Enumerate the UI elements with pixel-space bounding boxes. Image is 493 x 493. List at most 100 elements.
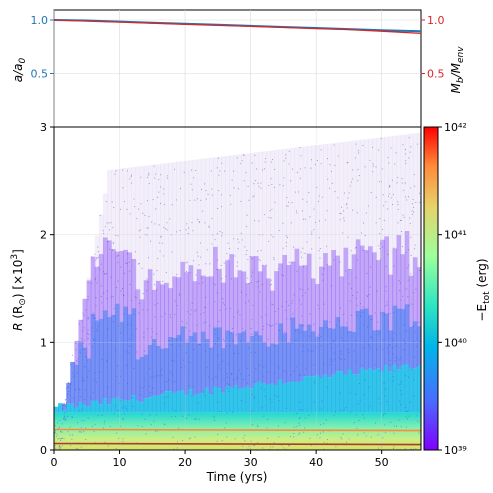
speck xyxy=(87,370,89,372)
speck xyxy=(222,360,224,362)
speck xyxy=(342,433,344,435)
speck xyxy=(113,413,115,415)
speck xyxy=(404,342,406,344)
speck xyxy=(69,426,71,428)
speck xyxy=(320,149,322,151)
speck xyxy=(197,255,199,257)
mid-layer-column xyxy=(180,390,186,413)
speck xyxy=(262,264,264,266)
blue-layer-column xyxy=(294,328,300,382)
speck xyxy=(122,288,124,290)
purple-layer-column xyxy=(82,298,88,348)
mid-layer-column xyxy=(164,391,169,413)
speck xyxy=(243,379,245,381)
speck xyxy=(220,264,222,266)
top-panel: 1.00.5 1.00.5 a/a0 Mb/Menv xyxy=(11,9,466,128)
speck xyxy=(186,223,188,225)
speck xyxy=(147,328,149,330)
speck xyxy=(80,431,82,433)
speck xyxy=(404,448,406,450)
speck xyxy=(383,205,385,207)
speck xyxy=(149,392,151,394)
speck xyxy=(218,367,220,369)
speck xyxy=(271,183,273,185)
speck xyxy=(370,266,372,268)
speck xyxy=(204,222,206,224)
speck xyxy=(140,394,142,396)
mid-layer-column xyxy=(78,401,84,413)
purple-layer-column xyxy=(90,256,96,314)
mid-layer-column xyxy=(168,391,173,413)
speck xyxy=(308,191,310,193)
speck xyxy=(406,410,408,412)
speck xyxy=(363,394,365,396)
speck xyxy=(417,420,419,422)
speck xyxy=(294,191,296,193)
speck xyxy=(339,219,341,221)
speck xyxy=(285,448,287,450)
speck xyxy=(196,198,198,200)
speck xyxy=(60,431,62,433)
purple-layer-column xyxy=(310,278,316,332)
mid-layer-column xyxy=(139,402,145,413)
speck xyxy=(154,304,156,306)
purple-layer-column xyxy=(376,260,381,330)
speck xyxy=(398,280,400,282)
speck xyxy=(171,359,173,361)
speck xyxy=(219,170,221,172)
speck xyxy=(141,426,143,428)
speck xyxy=(98,266,100,268)
speck xyxy=(260,316,262,318)
speck xyxy=(145,433,147,435)
speck xyxy=(178,427,180,429)
speck xyxy=(106,290,108,292)
speck xyxy=(405,330,407,332)
speck xyxy=(218,190,220,192)
speck xyxy=(156,375,158,377)
speck xyxy=(263,168,265,170)
speck xyxy=(343,313,345,315)
speck xyxy=(244,330,246,332)
speck xyxy=(161,316,163,318)
speck xyxy=(174,313,176,315)
mid-layer-column xyxy=(188,389,194,413)
speck xyxy=(191,222,193,224)
speck xyxy=(415,448,417,450)
colorbar-gradient xyxy=(423,126,439,451)
speck xyxy=(162,280,164,282)
speck xyxy=(357,259,359,261)
blue-layer-column xyxy=(192,332,198,396)
speck xyxy=(370,336,372,338)
top-panel-frame xyxy=(53,9,422,128)
purple-layer-column xyxy=(347,269,353,331)
halo-column xyxy=(331,143,336,251)
speck xyxy=(300,374,302,376)
speck xyxy=(405,252,407,254)
speck xyxy=(374,364,376,366)
speck xyxy=(176,273,178,275)
speck xyxy=(171,416,173,418)
speck xyxy=(291,202,293,204)
speck xyxy=(59,426,61,428)
speck xyxy=(218,174,220,176)
speck xyxy=(288,305,290,307)
speck xyxy=(366,251,368,253)
speck xyxy=(182,359,184,361)
speck xyxy=(118,382,120,384)
mid-layer-column xyxy=(245,386,251,413)
speck xyxy=(198,221,200,223)
speck xyxy=(356,291,358,293)
speck xyxy=(94,253,96,255)
speck xyxy=(410,448,412,450)
purple-layer-column xyxy=(172,276,177,338)
speck xyxy=(191,189,193,191)
speck xyxy=(248,283,250,285)
speck xyxy=(186,417,188,419)
speck xyxy=(299,424,301,426)
purple-layer-column xyxy=(119,250,124,322)
speck xyxy=(230,203,232,205)
speck xyxy=(155,173,157,175)
speck xyxy=(278,436,280,438)
speck xyxy=(385,305,387,307)
mid-layer-column xyxy=(278,379,283,413)
